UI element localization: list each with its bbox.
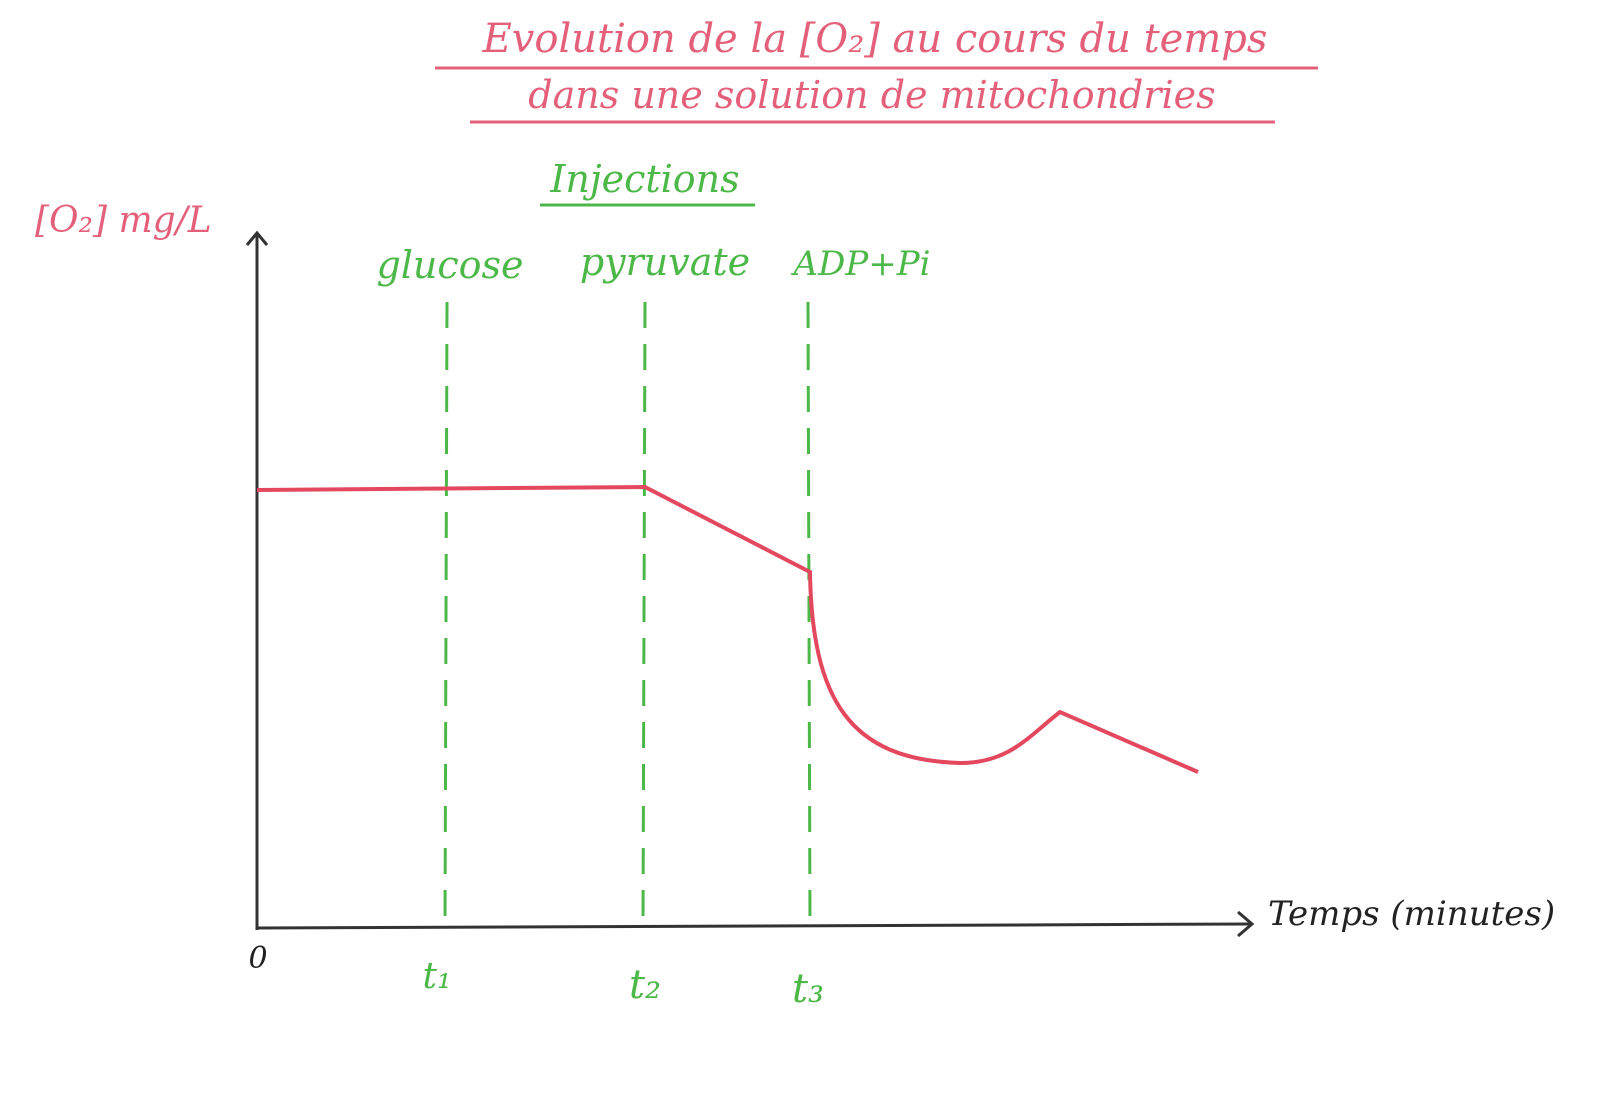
injections-title: Injections [549, 157, 739, 201]
x-axis-label: Temps (minutes) [1268, 894, 1555, 934]
origin-label: 0 [248, 941, 267, 976]
title-line: Evolution de la [O₂] au cours du temps [482, 16, 1268, 62]
time-label: t₁ [423, 956, 452, 997]
injection-label: glucose [376, 243, 523, 287]
time-label: t₃ [792, 966, 824, 1012]
injection-label: pyruvate [580, 240, 750, 284]
injection-lines [443, 301, 812, 929]
time-label: t₂ [629, 962, 661, 1008]
injection-label: ADP+Pi [791, 244, 931, 284]
axes [245, 230, 1255, 938]
o2-curve [256, 484, 1199, 774]
title-line: dans une solution de mitochondries [528, 73, 1215, 117]
y-axis-label: [O₂] mg/L [35, 200, 212, 241]
